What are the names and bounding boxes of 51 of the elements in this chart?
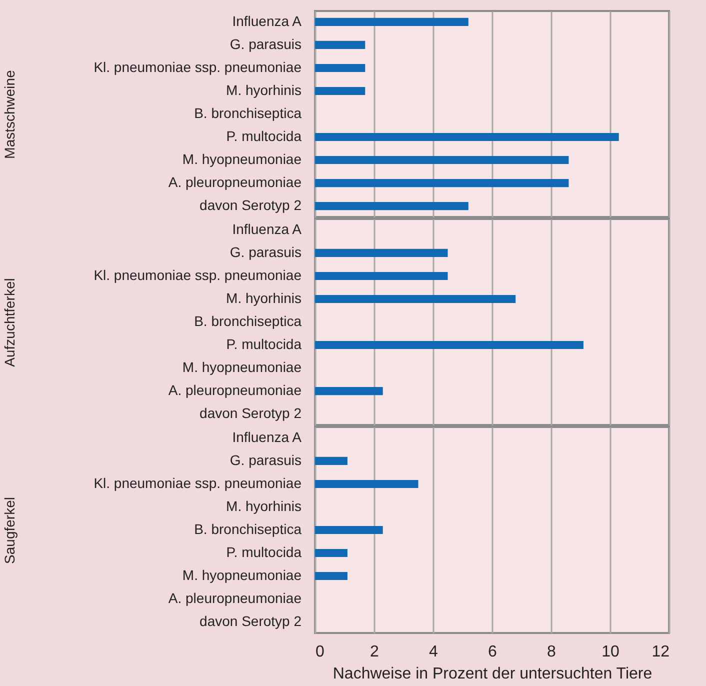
y-tick-label: Influenza A bbox=[232, 220, 302, 237]
bar bbox=[315, 387, 383, 396]
y-tick-label: M. hyopneumoniae bbox=[182, 567, 302, 584]
y-tick-label: B. bronchiseptica bbox=[194, 105, 302, 121]
y-tick-label: G. parasuis bbox=[230, 36, 302, 52]
x-tick-label: 2 bbox=[370, 644, 380, 660]
y-tick-label: Kl. pneumoniae ssp. pneumoniae bbox=[94, 266, 302, 283]
y-axis-title: Saugferkel bbox=[2, 497, 18, 564]
bar bbox=[315, 64, 366, 72]
bar bbox=[315, 340, 584, 350]
x-tick-label: 12 bbox=[652, 644, 670, 660]
y-tick-label: davon Serotyp 2 bbox=[200, 405, 302, 422]
y-tick-label: A. pleuropneumoniae bbox=[168, 382, 302, 398]
x-tick-label: 0 bbox=[316, 644, 324, 660]
bar bbox=[315, 202, 468, 210]
y-tick-label: P. multocida bbox=[226, 128, 302, 144]
y-tick-label: G. parasuis bbox=[230, 452, 302, 468]
y-tick-label: B. bronchiseptica bbox=[194, 313, 302, 329]
y-tick-label: M. hyorhinis bbox=[226, 498, 302, 514]
y-tick-label: M. hyopneumoniae bbox=[182, 151, 302, 168]
y-tick-label: Kl. pneumoniae ssp. pneumoniae bbox=[94, 58, 302, 75]
y-tick-label: M. hyopneumoniae bbox=[182, 359, 302, 376]
x-tick-label: 8 bbox=[547, 644, 556, 660]
y-tick-label: A. pleuropneumoniae bbox=[168, 590, 302, 606]
x-tick-label: 10 bbox=[602, 644, 620, 660]
bar bbox=[315, 248, 448, 257]
bar bbox=[315, 272, 448, 280]
y-tick-label: M. hyorhinis bbox=[226, 82, 302, 98]
y-tick-label: A. pleuropneumoniae bbox=[168, 174, 302, 190]
bar bbox=[315, 40, 366, 49]
y-tick-label: B. bronchiseptica bbox=[194, 521, 302, 537]
y-axis-title: Mastschweine bbox=[2, 70, 18, 159]
bar bbox=[315, 179, 569, 188]
bar bbox=[315, 18, 468, 26]
y-tick-label: G. parasuis bbox=[230, 244, 302, 260]
bar bbox=[315, 86, 366, 96]
bar bbox=[315, 132, 619, 142]
y-tick-label: davon Serotyp 2 bbox=[200, 613, 302, 630]
y-tick-label: M. hyorhinis bbox=[226, 290, 302, 306]
x-tick-label: 4 bbox=[429, 644, 438, 660]
y-tick-label: Influenza A bbox=[232, 428, 302, 445]
y-axis-title: Aufzuchtferkel bbox=[2, 278, 18, 367]
bar bbox=[315, 156, 569, 164]
bar bbox=[315, 294, 516, 304]
y-tick-label: P. multocida bbox=[226, 544, 302, 560]
y-tick-label: P. multocida bbox=[226, 336, 302, 352]
y-tick-label: davon Serotyp 2 bbox=[200, 197, 302, 214]
x-tick-label: 6 bbox=[488, 644, 498, 660]
y-tick-label: Kl. pneumoniae ssp. pneumoniae bbox=[94, 474, 302, 491]
x-axis-title: Nachweise in Prozent der untersuchten Tiere bbox=[332, 666, 652, 682]
y-tick-label: Influenza A bbox=[232, 12, 302, 29]
